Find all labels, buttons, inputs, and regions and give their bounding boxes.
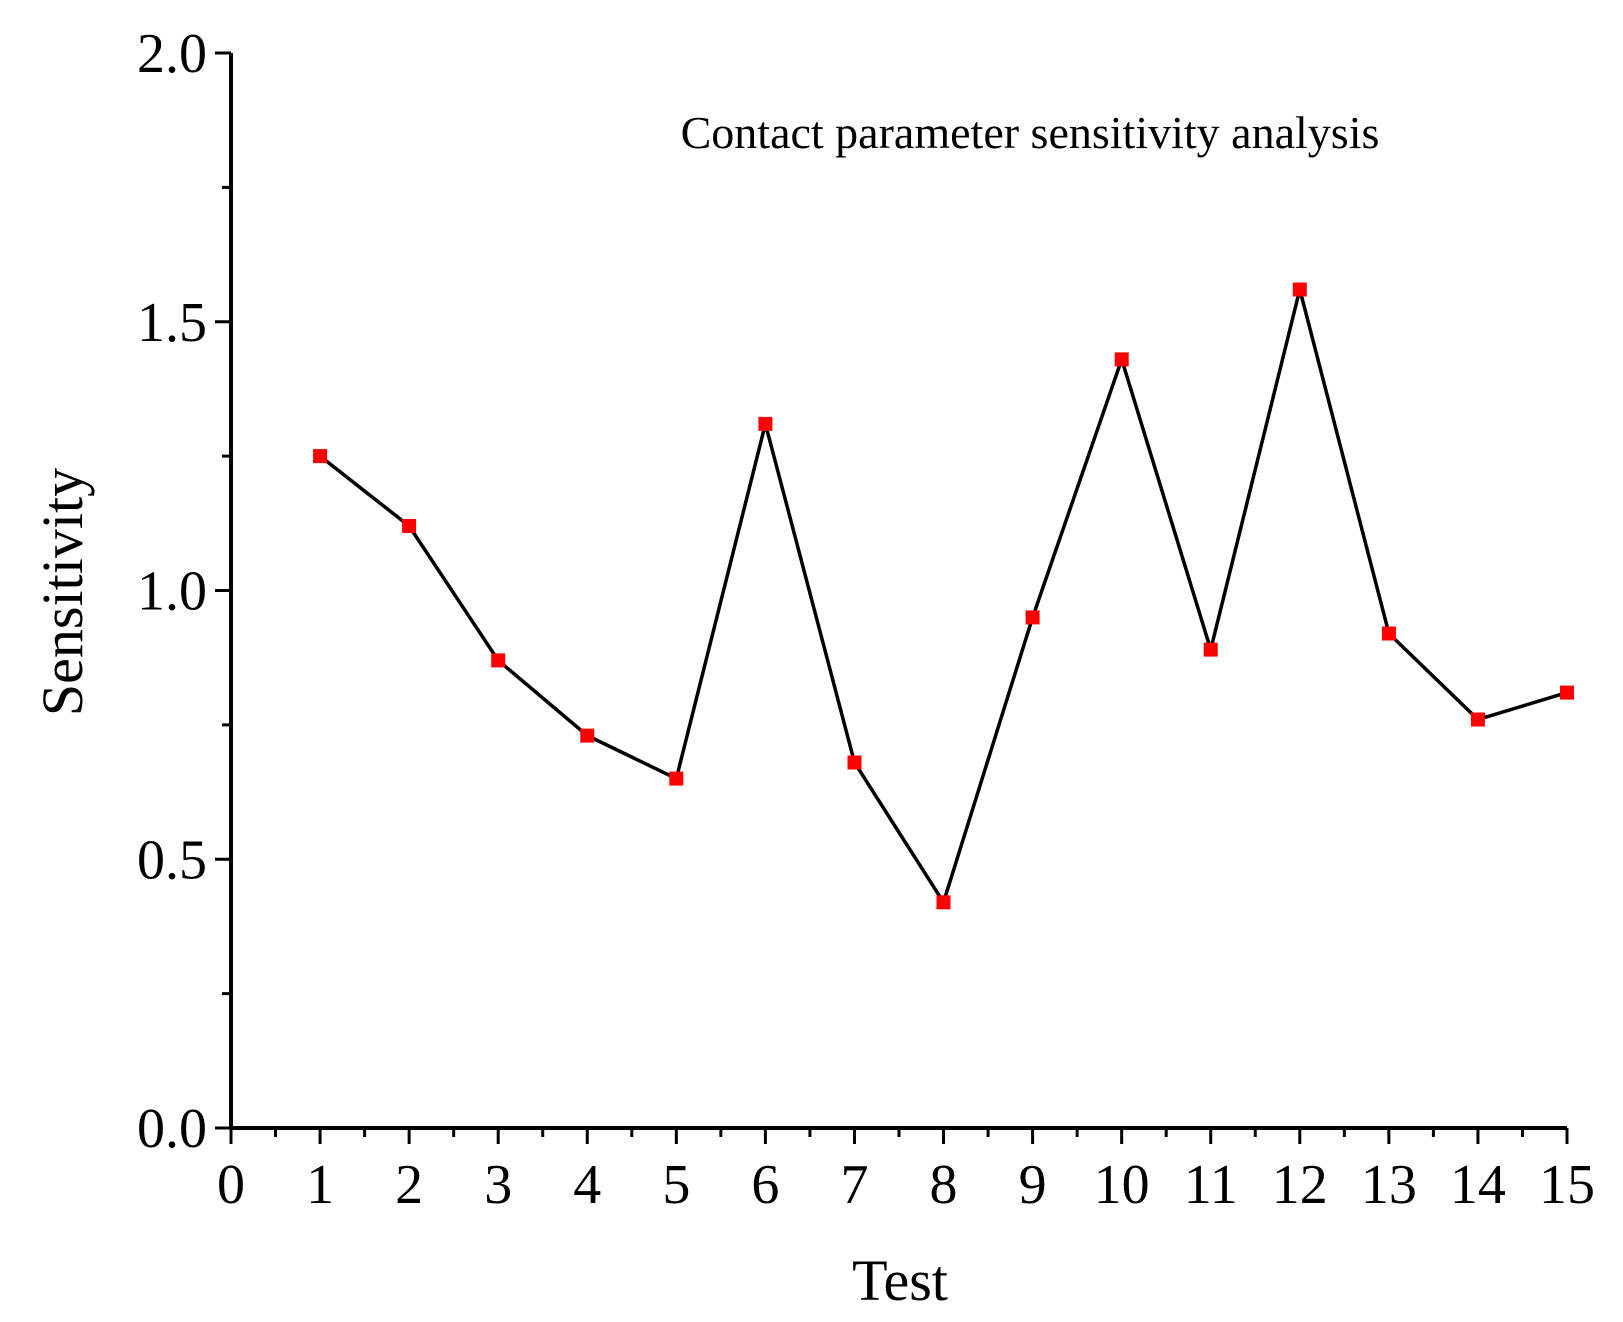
y-tick-label: 1.5 xyxy=(137,292,207,354)
markers xyxy=(313,282,1574,910)
x-tick-label: 5 xyxy=(662,1154,690,1216)
x-tick-label: 11 xyxy=(1184,1154,1238,1216)
data-point xyxy=(936,895,951,910)
x-tick-label: 14 xyxy=(1450,1154,1506,1216)
data-point xyxy=(1292,282,1307,297)
series-line xyxy=(319,289,1568,907)
y-tick-label: 1.0 xyxy=(137,561,207,623)
data-point xyxy=(847,755,862,770)
data-point xyxy=(669,771,684,786)
x-tick-label: 2 xyxy=(395,1154,423,1216)
y-tick-label: 2.0 xyxy=(137,23,207,85)
data-point xyxy=(1203,642,1218,657)
data-point xyxy=(313,449,328,464)
data-point xyxy=(1560,685,1574,700)
x-tick-label: 8 xyxy=(930,1154,958,1216)
data-point xyxy=(1470,712,1485,727)
x-tick-label: 10 xyxy=(1094,1154,1150,1216)
x-tick-label: 9 xyxy=(1019,1154,1047,1216)
axes xyxy=(229,53,1567,1130)
x-tick-label: 3 xyxy=(484,1154,512,1216)
chart-title: Contact parameter sensitivity analysis xyxy=(681,107,1380,158)
x-tick-label: 6 xyxy=(751,1154,779,1216)
x-tick-label: 13 xyxy=(1361,1154,1417,1216)
data-point xyxy=(1025,610,1040,625)
data-point xyxy=(580,728,595,743)
x-axis-title: Test xyxy=(852,1248,948,1313)
ticks xyxy=(215,51,1569,1144)
x-tick-label: 12 xyxy=(1272,1154,1328,1216)
x-tick-label: 4 xyxy=(573,1154,601,1216)
y-tick-label: 0.0 xyxy=(137,1098,207,1160)
series-group xyxy=(319,289,1568,907)
tick-labels: 0.00.51.01.52.00 1 2 3 4 5 6 7 8 9 10 11 12 13 14 15 xyxy=(137,23,1595,1216)
data-point xyxy=(1114,352,1129,367)
data-point xyxy=(758,416,773,431)
x-tick-label: 15 xyxy=(1539,1154,1595,1216)
x-tick-label: 7 xyxy=(840,1154,868,1216)
x-tick-label: 0 xyxy=(217,1154,245,1216)
data-point xyxy=(491,653,506,668)
x-tick-label: 1 xyxy=(306,1154,334,1216)
data-point xyxy=(402,519,417,533)
y-axis-title: Sensitivity xyxy=(30,468,95,716)
data-point xyxy=(1381,626,1396,641)
y-tick-label: 0.5 xyxy=(137,829,207,891)
